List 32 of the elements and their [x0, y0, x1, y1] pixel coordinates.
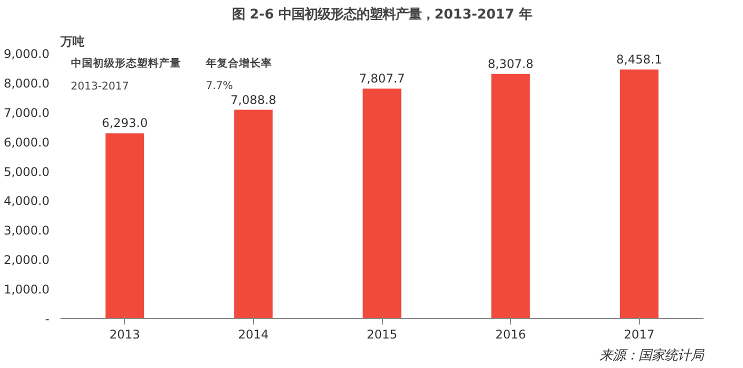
data-label: 8,458.1	[616, 52, 662, 66]
bar	[106, 133, 144, 318]
source-note: 来源：国家统计局	[600, 348, 704, 364]
y-tick-label: 4,000.0	[4, 194, 50, 208]
bar	[620, 69, 658, 318]
y-tick-label: 8,000.0	[4, 76, 50, 90]
annotation: 7.7%	[206, 78, 233, 92]
data-label: 7,807.7	[359, 72, 405, 86]
bar	[362, 88, 402, 318]
data-label: 6,293.0	[102, 116, 148, 130]
x-tick-label: 2015	[366, 328, 398, 342]
bar	[234, 110, 273, 318]
y-tick-label: 1,000.0	[4, 282, 50, 297]
annotation: 年复合增长率	[204, 56, 272, 70]
data-label: 8,307.8	[488, 56, 534, 71]
y-axis-title: 万吨	[60, 34, 84, 48]
x-tick-label: 2017	[624, 328, 654, 342]
x-tick-label: 2014	[238, 328, 269, 342]
y-tick-label: 7,000.0	[4, 106, 50, 120]
data-label: 7,088.8	[230, 92, 276, 107]
bar	[491, 74, 530, 318]
annotation: 中国初级形态塑料产量	[70, 56, 181, 70]
chart-title: 图 2-6 中国初级形态的塑料产量，2013-2017 年	[232, 6, 532, 22]
x-tick-label: 2016	[495, 328, 526, 342]
y-tick-label: -	[45, 312, 50, 326]
y-tick-label: 5,000.0	[4, 164, 50, 179]
annotation: 2013-2017	[70, 79, 129, 92]
y-tick-label: 2,000.0	[4, 253, 50, 268]
y-tick-label: 9,000.0	[4, 47, 50, 61]
y-tick-label: 6,000.0	[4, 135, 50, 150]
x-tick-label: 2013	[110, 328, 140, 342]
y-tick-label: 3,000.0	[4, 224, 50, 238]
